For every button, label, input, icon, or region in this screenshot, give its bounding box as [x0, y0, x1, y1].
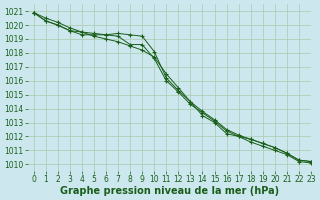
X-axis label: Graphe pression niveau de la mer (hPa): Graphe pression niveau de la mer (hPa) [60, 186, 279, 196]
